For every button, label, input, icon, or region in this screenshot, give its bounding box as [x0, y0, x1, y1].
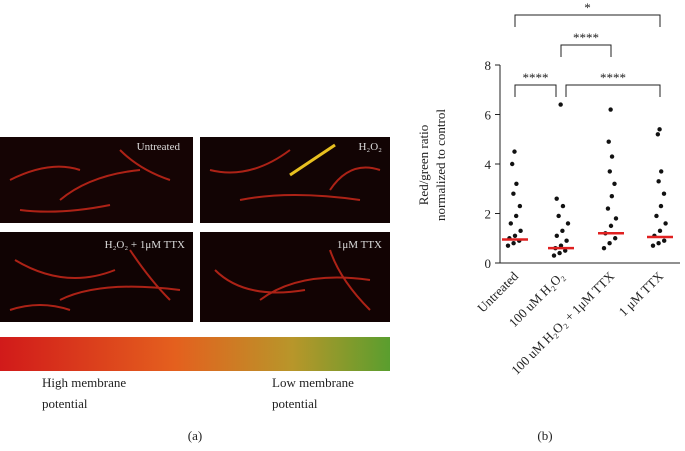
data-point — [511, 241, 516, 246]
data-point — [554, 196, 559, 201]
significance-label: **** — [523, 70, 549, 85]
data-point — [554, 233, 559, 238]
data-point — [662, 238, 667, 243]
data-point — [514, 181, 519, 186]
data-point — [663, 221, 668, 226]
data-point — [563, 248, 568, 253]
data-point — [608, 223, 614, 229]
data-point — [558, 102, 563, 107]
data-point — [654, 213, 659, 219]
x-tick-label: 100 uM H₂O₂ + 1μM TTX — [508, 268, 617, 377]
data-point — [606, 139, 611, 144]
data-point — [564, 238, 569, 243]
data-point — [657, 228, 663, 234]
data-point — [655, 132, 661, 137]
data-point — [605, 206, 611, 211]
data-point — [508, 221, 513, 226]
data-point — [505, 243, 511, 248]
data-point — [607, 169, 612, 174]
image-label: Untreated — [137, 141, 181, 153]
y-tick-label: 0 — [485, 256, 492, 271]
significance-bracket — [560, 44, 612, 57]
data-point — [565, 221, 571, 226]
data-point — [512, 149, 517, 154]
y-tick-label: 2 — [485, 207, 492, 222]
data-point — [656, 179, 661, 184]
caption: (b) — [537, 428, 552, 443]
significance-label: * — [584, 0, 591, 15]
image — [200, 232, 390, 322]
data-point — [557, 250, 562, 256]
data-point — [657, 127, 662, 132]
colorbar — [0, 337, 390, 371]
micrographs — [0, 137, 390, 322]
significance-label: **** — [573, 30, 599, 45]
y-tick-label: 6 — [485, 108, 492, 123]
data-point — [608, 107, 613, 112]
data-point — [658, 203, 664, 209]
x-tick-label: Untreated — [474, 268, 521, 315]
data-point — [613, 236, 618, 241]
data-point — [601, 245, 607, 251]
colorbar-label: potential — [42, 396, 88, 411]
data-point — [656, 241, 661, 246]
data-point — [659, 169, 664, 174]
data-point — [513, 213, 519, 219]
caption: (a) — [188, 428, 202, 443]
data-point — [560, 228, 565, 234]
image — [200, 137, 390, 223]
data-point — [551, 253, 557, 258]
y-tick-label: 4 — [485, 157, 492, 172]
data-point — [612, 181, 617, 186]
image — [0, 232, 193, 322]
data-point — [517, 203, 523, 209]
image-label: H₂O₂ — [358, 141, 382, 153]
colorbar-label: Low membrane — [272, 375, 354, 390]
colorbar-label: potential — [272, 396, 318, 411]
significance-label: **** — [600, 70, 626, 85]
data-point — [512, 233, 518, 238]
x-tick-label: 1 μM TTX — [616, 268, 667, 319]
y-axis-label: normalized to control — [433, 109, 448, 221]
y-axis-label: Red/green ratio — [416, 125, 431, 206]
colorbar-label: High membrane — [42, 375, 126, 390]
data-point — [661, 191, 667, 196]
data-point — [650, 243, 656, 248]
significance-bracket — [565, 84, 661, 97]
data-point — [556, 213, 561, 219]
image-label: H₂O₂ + 1μM TTX — [105, 239, 185, 251]
data-point — [560, 203, 566, 209]
data-point — [613, 216, 619, 221]
data-point — [607, 241, 612, 246]
significance-bracket — [514, 14, 661, 27]
data-point — [558, 243, 564, 248]
data-point — [609, 193, 615, 199]
data-point — [510, 161, 515, 167]
significance-bracket — [514, 84, 557, 97]
data-point — [609, 154, 615, 159]
y-tick-label: 8 — [485, 58, 492, 73]
image-label: 1μM TTX — [337, 239, 382, 251]
data-point — [518, 228, 523, 234]
data-point — [511, 191, 516, 196]
